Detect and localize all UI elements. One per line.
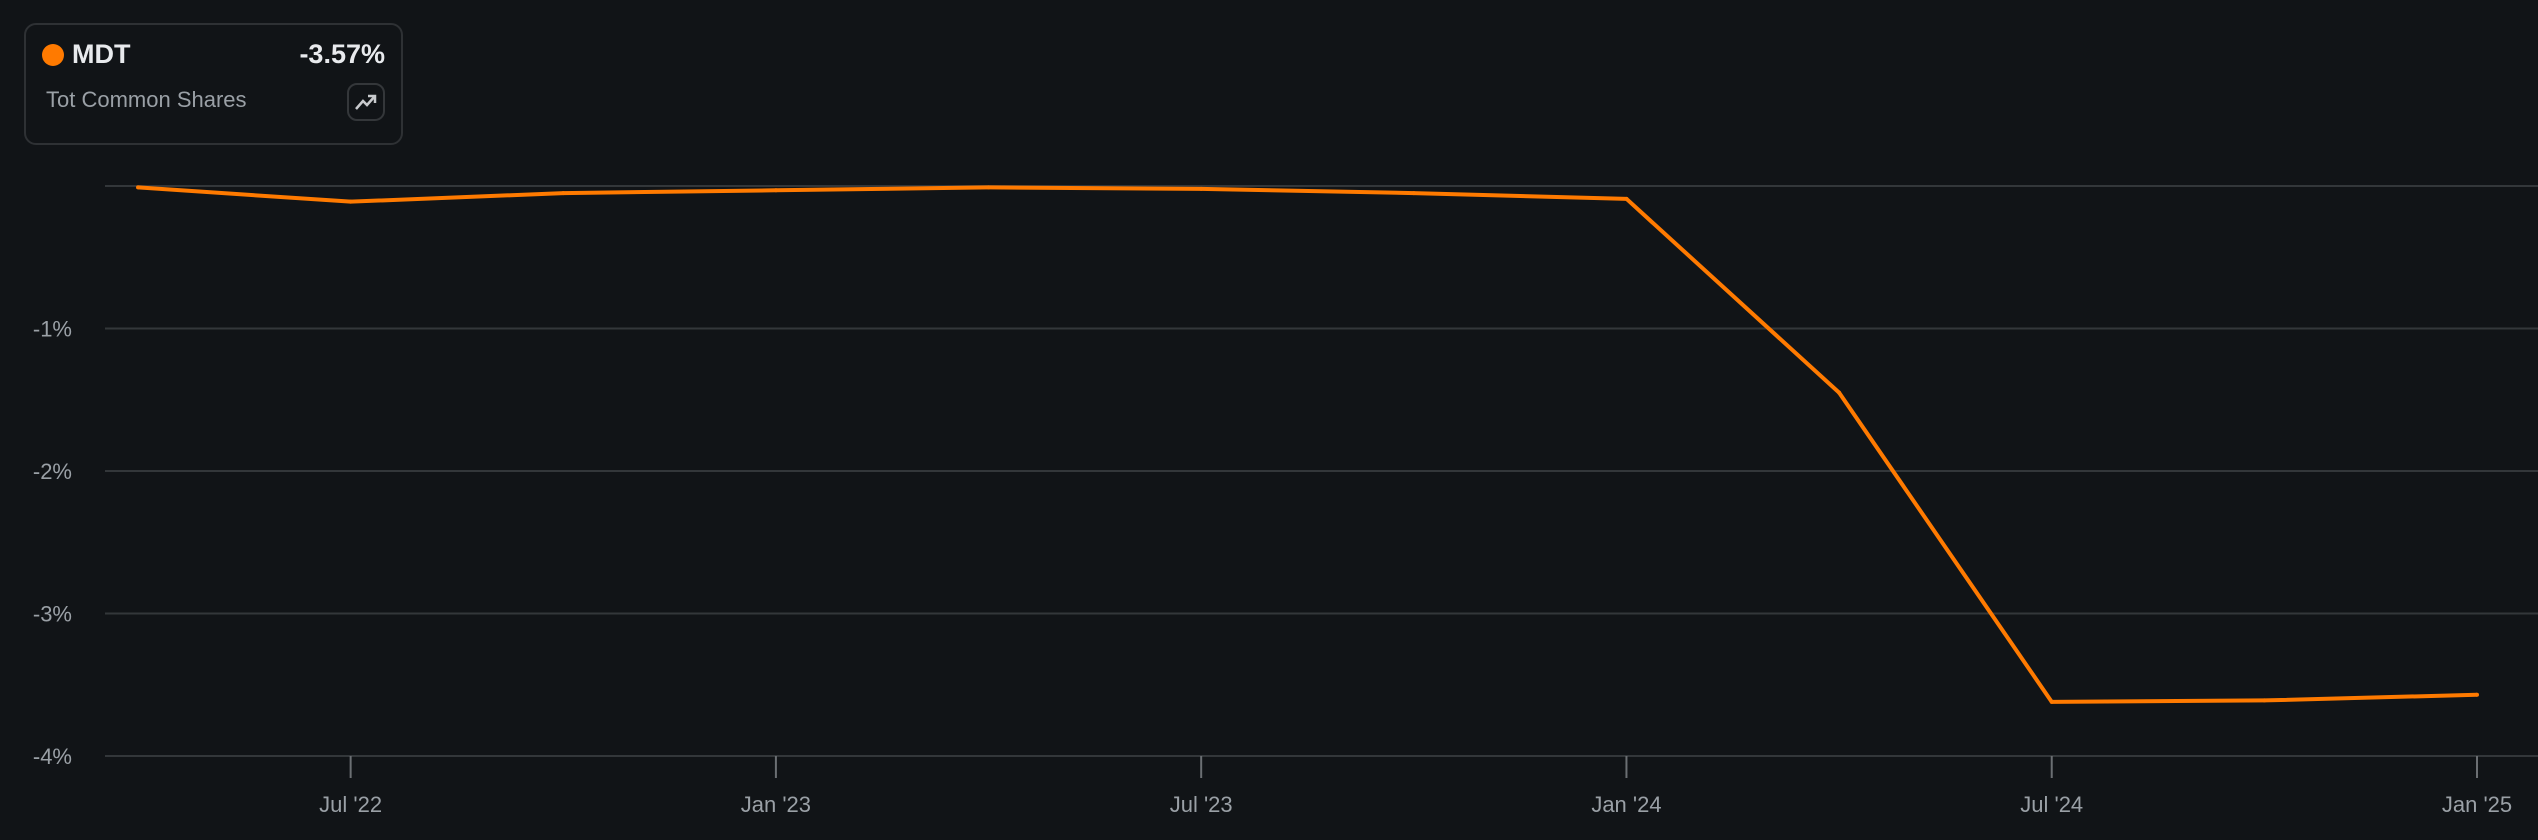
data-point: [561, 191, 566, 196]
data-point: [1837, 390, 1842, 395]
data-point: [773, 188, 778, 193]
series-color-dot: [42, 44, 64, 66]
y-axis: -1% -2% -3% -4%: [33, 317, 72, 770]
gridlines: [105, 185, 2538, 757]
x-tick-label: Jul '22: [319, 792, 382, 817]
y-tick-label: -3%: [33, 602, 72, 627]
x-tick-label: Jan '25: [2442, 792, 2512, 817]
data-point: [986, 185, 991, 190]
y-tick-label: -2%: [33, 459, 72, 484]
legend-change: -3.57%: [299, 39, 385, 69]
y-tick-label: -4%: [33, 744, 72, 769]
data-point: [348, 199, 353, 204]
legend-metric: Tot Common Shares: [46, 87, 247, 112]
data-point: [136, 185, 140, 190]
x-axis: Jul '22 Jan '23 Jul '23 Jan '24 Jul '24 Jan '…: [319, 756, 2512, 817]
legend-card: MDT -3.57% Tot Common Shares: [24, 23, 403, 145]
data-point: [1199, 186, 1204, 191]
x-tick-label: Jul '23: [1170, 792, 1233, 817]
data-point: [1411, 191, 1416, 196]
y-tick-label: -1%: [33, 317, 72, 342]
trending-up-icon[interactable]: [347, 83, 385, 121]
legend-ticker: MDT: [72, 39, 131, 69]
series-line-MDT: [137, 185, 2478, 704]
x-tick-label: Jan '24: [1591, 792, 1661, 817]
x-tick-label: Jan '23: [741, 792, 811, 817]
x-tick-label: Jul '24: [2020, 792, 2083, 817]
data-point: [2262, 698, 2267, 703]
data-point: [2049, 699, 2054, 704]
data-point: [1624, 196, 1629, 201]
series-layer: [136, 185, 2479, 704]
data-point: [2475, 692, 2479, 697]
